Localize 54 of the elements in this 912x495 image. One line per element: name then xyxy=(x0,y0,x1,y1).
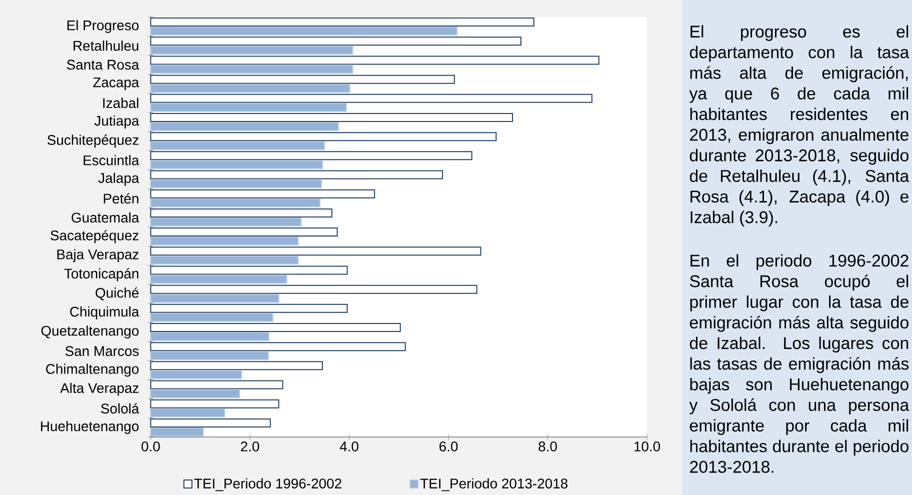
bar xyxy=(150,351,269,360)
y-tick-label: Guatemala xyxy=(72,212,140,223)
y-tick-label: Izabal xyxy=(103,98,138,108)
x-tick-label: 10.0 xyxy=(634,442,660,452)
y-tick-label: Quetzaltenango xyxy=(41,326,139,338)
bar xyxy=(150,389,240,398)
bar xyxy=(150,294,280,303)
y-tick-label: Petén xyxy=(104,193,138,204)
y-tick-label: San Marcos xyxy=(65,346,139,356)
y-tick-label: Sacatepéquez xyxy=(50,230,138,244)
bar xyxy=(150,256,299,265)
y-tick-label: Quiché xyxy=(96,287,139,300)
x-tick-label: 4.0 xyxy=(340,442,358,452)
y-tick-label: Chimaltenango xyxy=(46,364,139,377)
y-tick-label: Chiquimula xyxy=(70,306,140,320)
y-tick-label: Santa Rosa xyxy=(66,60,140,70)
x-tick-label: 2.0 xyxy=(240,442,260,452)
x-tick-label: 8.0 xyxy=(538,442,557,452)
bar xyxy=(150,160,323,170)
bar xyxy=(150,122,339,132)
y-tick-label: Zacapa xyxy=(93,78,140,90)
bar xyxy=(150,217,302,226)
y-tick-label: Alta Verapaz xyxy=(60,382,138,396)
y-tick-label: Suchitepéquez xyxy=(48,134,138,148)
bar xyxy=(150,332,270,342)
bar xyxy=(150,64,354,74)
bar xyxy=(150,198,320,208)
bar xyxy=(150,370,242,380)
bar xyxy=(150,274,288,284)
text: En el periodo 1996-2002 Santa Rosa ocupó el primer lugar con la tasa de emigración más alta seguido de Izabal. Los lugares con las tasas de emigración más bajas son Huehuetenango y Sololá con una persona emigrante por cada mil habitantes durante el periodo 2013-2018. xyxy=(689,254,910,473)
y-tick-label: Huehuetenango xyxy=(41,420,139,434)
bar xyxy=(150,26,458,36)
bar xyxy=(150,236,299,246)
y-tick-label: Baja Verapaz xyxy=(57,249,138,262)
bar xyxy=(150,179,322,188)
x-tick-label: 0.0 xyxy=(142,442,160,452)
x-tick-label: 6.0 xyxy=(439,442,458,452)
y-tick-label: Retalhuleu xyxy=(74,40,138,51)
y-tick-label: El Progreso xyxy=(67,20,139,34)
y-tick-label: Totonicapán xyxy=(64,268,138,282)
y-tick-label: Jutiapa xyxy=(94,116,140,128)
bar xyxy=(150,312,274,322)
y-tick-label: Escuintla xyxy=(84,155,140,166)
text: El progreso es el departamento con la tasa más alta de emigración, ya que 6 de cada mil habitantes residentes en 2013, emigraron anualmente durante 2013-2018, seguido de Retalhuleu (4.1), Santa Rosa (4.1), Zacapa (4.0) e Izabal (3.9). xyxy=(689,25,910,227)
bar xyxy=(150,102,347,112)
bar xyxy=(150,408,226,418)
bar xyxy=(150,46,354,55)
legend-label: TEI_Periodo 1996-2002 xyxy=(194,478,342,492)
bar xyxy=(150,84,350,93)
legend-label: TEI_Periodo 2013-2018 xyxy=(420,478,568,492)
y-tick-label: Jalapa xyxy=(98,172,140,186)
bar xyxy=(150,427,204,436)
bar xyxy=(150,141,325,150)
y-tick-label: Sololá xyxy=(101,403,140,414)
